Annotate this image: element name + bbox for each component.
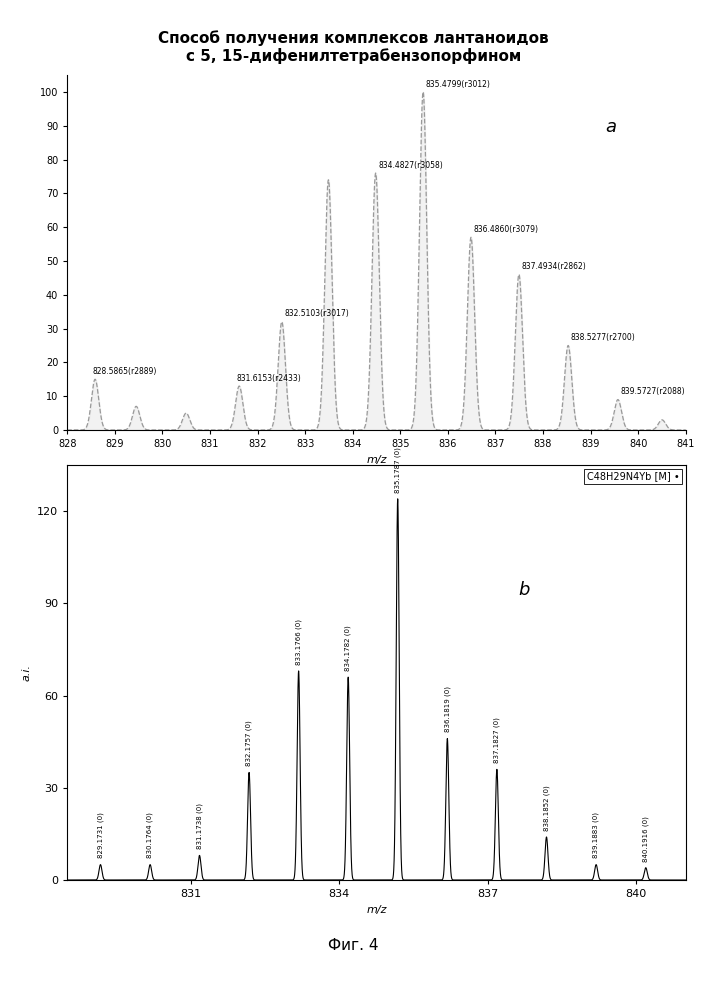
Text: 833.1766 (0): 833.1766 (0) (296, 619, 302, 665)
Text: Способ получения комплексов лантаноидов: Способ получения комплексов лантаноидов (158, 30, 549, 46)
Text: b: b (519, 581, 530, 599)
Text: 831.1738 (0): 831.1738 (0) (197, 803, 203, 849)
Text: a: a (605, 118, 617, 136)
Text: 839.1883 (0): 839.1883 (0) (593, 812, 600, 858)
Text: 839.5727(r2088): 839.5727(r2088) (620, 387, 685, 396)
Text: 832.1757 (0): 832.1757 (0) (246, 721, 252, 766)
Text: 838.5277(r2700): 838.5277(r2700) (571, 333, 636, 342)
X-axis label: m/z: m/z (366, 905, 387, 915)
Text: 834.1782 (0): 834.1782 (0) (345, 625, 351, 671)
Text: 837.4934(r2862): 837.4934(r2862) (521, 262, 586, 271)
X-axis label: m/z: m/z (366, 455, 387, 465)
Text: 836.1819 (0): 836.1819 (0) (444, 686, 450, 732)
Text: 840.1916 (0): 840.1916 (0) (643, 816, 649, 862)
Text: 831.6153(r2433): 831.6153(r2433) (237, 374, 302, 383)
Text: 830.1764 (0): 830.1764 (0) (147, 813, 153, 858)
Text: 837.1827 (0): 837.1827 (0) (493, 717, 500, 763)
Text: C48H29N4Yb [M] •: C48H29N4Yb [M] • (587, 471, 679, 481)
Text: 838.1852 (0): 838.1852 (0) (543, 785, 550, 831)
Text: 832.5103(r3017): 832.5103(r3017) (284, 309, 349, 318)
Text: 836.4860(r3079): 836.4860(r3079) (474, 225, 538, 234)
Text: Фиг. 4: Фиг. 4 (328, 938, 379, 952)
Text: 834.4827(r3058): 834.4827(r3058) (378, 161, 443, 170)
Y-axis label: a.i.: a.i. (21, 664, 31, 681)
Text: с 5, 15-дифенилтетрабензопорфином: с 5, 15-дифенилтетрабензопорфином (186, 48, 521, 64)
Text: 835.1787 (0): 835.1787 (0) (395, 447, 401, 493)
Text: 829.1731 (0): 829.1731 (0) (98, 813, 104, 858)
Text: 828.5865(r2889): 828.5865(r2889) (93, 367, 157, 376)
Text: 835.4799(r3012): 835.4799(r3012) (426, 80, 491, 89)
